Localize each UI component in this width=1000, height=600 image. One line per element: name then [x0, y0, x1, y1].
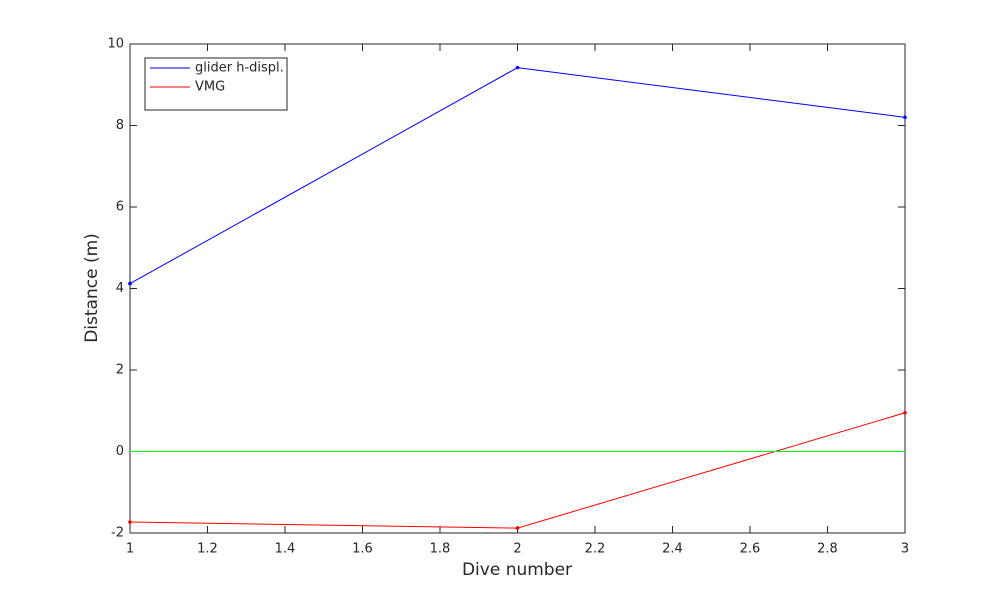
y-tick-label: 2: [116, 363, 124, 378]
y-axis-label: Distance (m): [82, 233, 102, 343]
legend-label: glider h-displ.: [195, 61, 284, 76]
x-tick-label: 2: [513, 542, 521, 557]
x-tick-label: 1.4: [275, 542, 296, 557]
y-tick-label: -2: [111, 526, 124, 541]
point: [903, 115, 907, 120]
x-tick-label: 2.8: [817, 542, 838, 557]
x-tick-label: 3: [901, 542, 909, 557]
x-tick-label: 1.8: [430, 542, 451, 557]
x-tick-label: 2.2: [585, 542, 606, 557]
point: [515, 65, 520, 70]
y-tick-label: 6: [116, 200, 124, 215]
x-tick-label: 1.2: [197, 542, 218, 557]
point: [903, 410, 907, 415]
x-tick-label: 2.6: [740, 542, 761, 557]
legend-label: VMG: [195, 80, 225, 95]
y-tick-label: 10: [107, 37, 124, 52]
y-tick-label: 8: [116, 118, 124, 133]
point: [128, 520, 132, 524]
y-tick-label: 0: [116, 444, 124, 459]
point: [515, 526, 520, 530]
point: [128, 281, 132, 286]
x-tick-label: 1: [126, 542, 134, 557]
x-tick-label: 2.4: [662, 542, 683, 557]
plot-box: [129, 43, 906, 534]
y-tick-label: 4: [116, 281, 124, 296]
x-tick-label: 1.6: [352, 542, 373, 557]
x-axis-label: Dive number: [462, 560, 572, 580]
legend-box: [144, 57, 288, 111]
